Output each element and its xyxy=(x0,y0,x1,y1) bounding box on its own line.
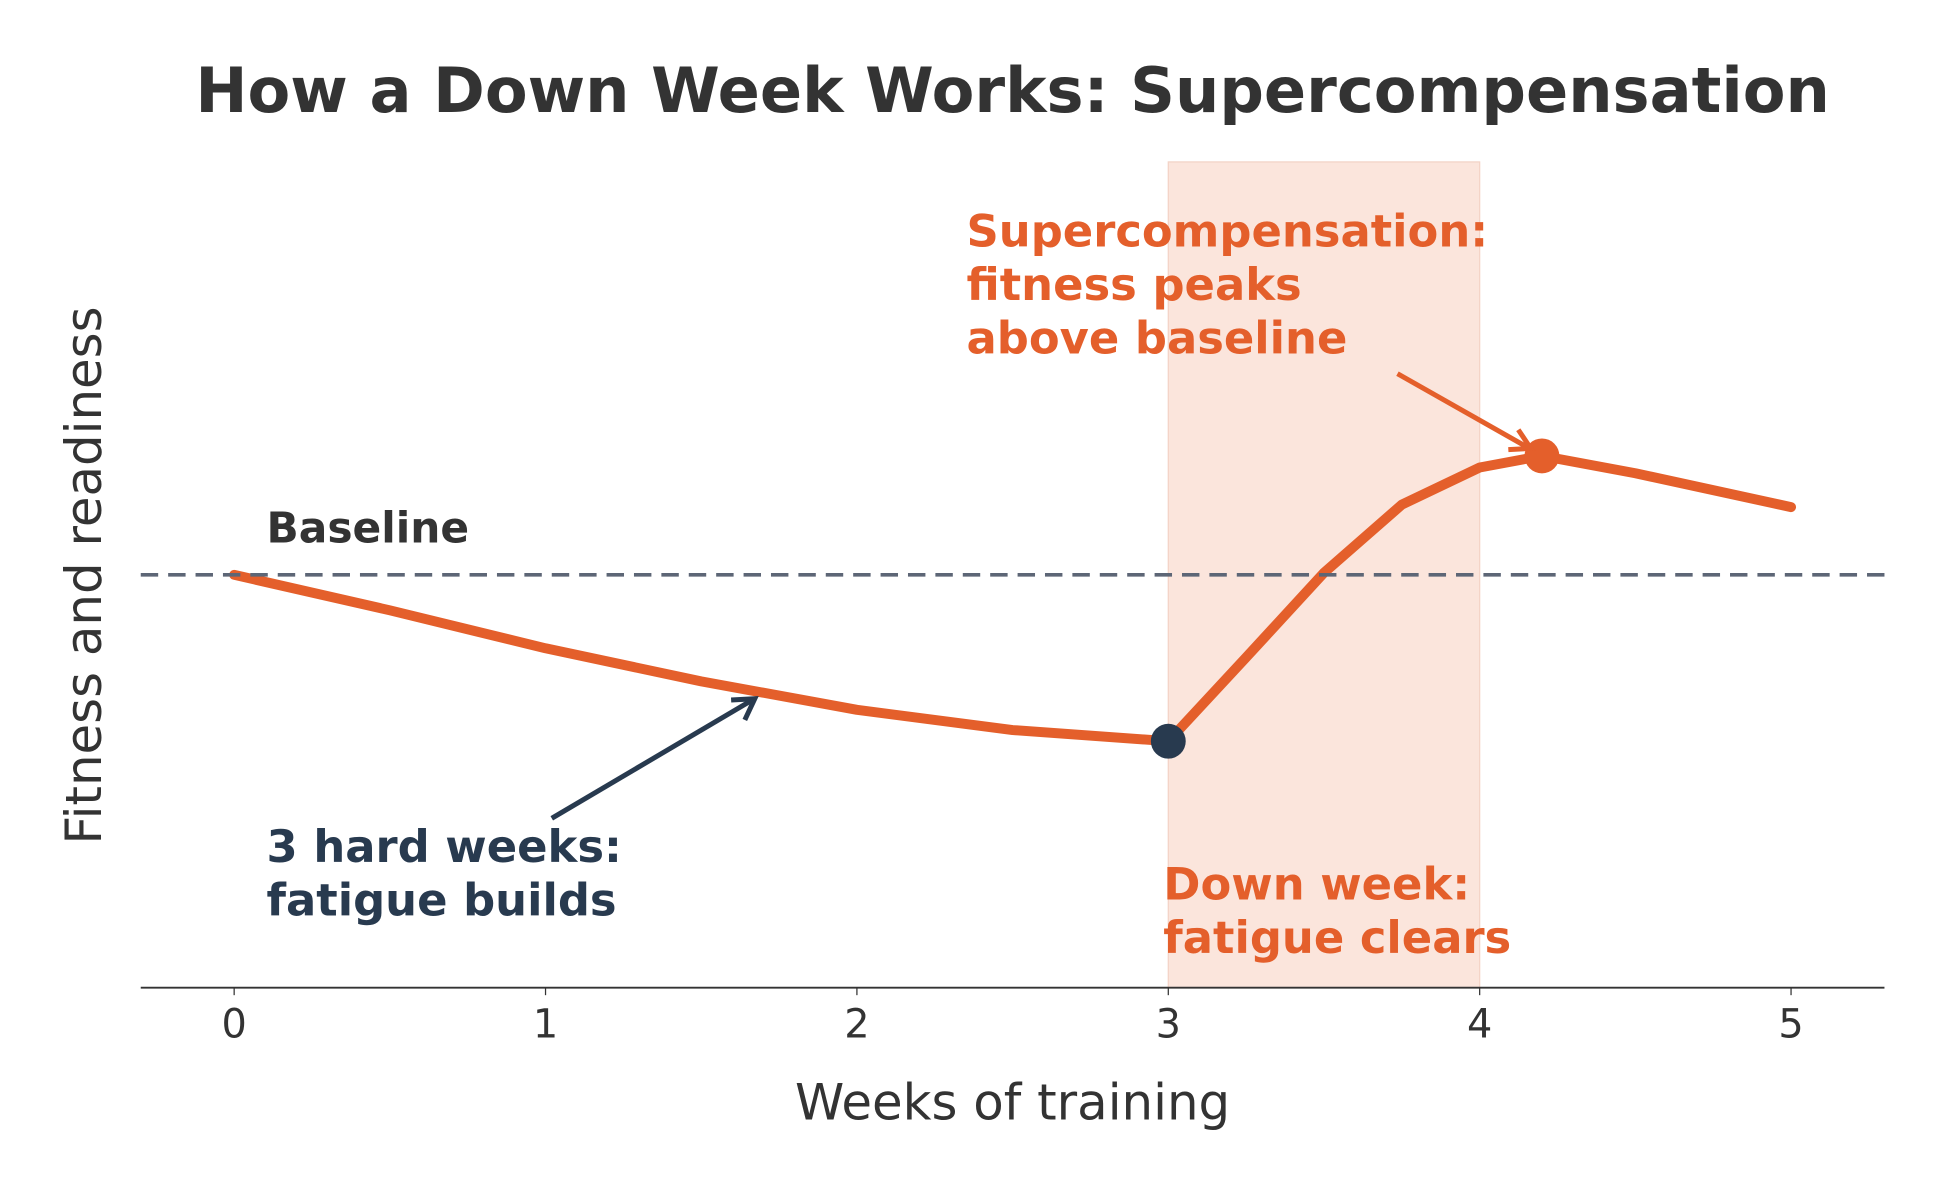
x-tick-label: 4 xyxy=(1467,1002,1492,1048)
baseline-label: Baseline xyxy=(267,503,470,552)
annotation-text: Supercompensation: xyxy=(967,205,1489,258)
x-tick-label: 1 xyxy=(533,1002,558,1048)
data-line xyxy=(229,450,1797,747)
annotation-arrow xyxy=(550,697,754,821)
annotation-text: fatigue clears xyxy=(1163,911,1511,964)
chart-title: How a Down Week Works: Supercompensation xyxy=(195,54,1829,127)
highlight-point xyxy=(1150,723,1186,759)
annotation-text: above baseline xyxy=(967,312,1348,365)
x-tick-label: 3 xyxy=(1156,1002,1181,1048)
annotation-text: fatigue builds xyxy=(267,873,617,926)
annotation-text: Down week: xyxy=(1163,857,1470,910)
annotation-arrow xyxy=(1396,371,1531,451)
x-tick-label: 2 xyxy=(844,1002,869,1048)
annotation-text: 3 hard weeks: xyxy=(267,820,622,873)
x-axis-label: Weeks of training xyxy=(795,1074,1230,1132)
y-axis-label: Fitness and readiness xyxy=(55,306,113,844)
highlight-point xyxy=(1524,438,1560,474)
x-tick-label: 5 xyxy=(1778,1002,1803,1048)
x-tick-label: 0 xyxy=(221,1002,246,1048)
arrow-head xyxy=(730,696,759,721)
annotation-text: fitness peaks xyxy=(967,258,1302,311)
arrow-head xyxy=(1508,428,1536,453)
